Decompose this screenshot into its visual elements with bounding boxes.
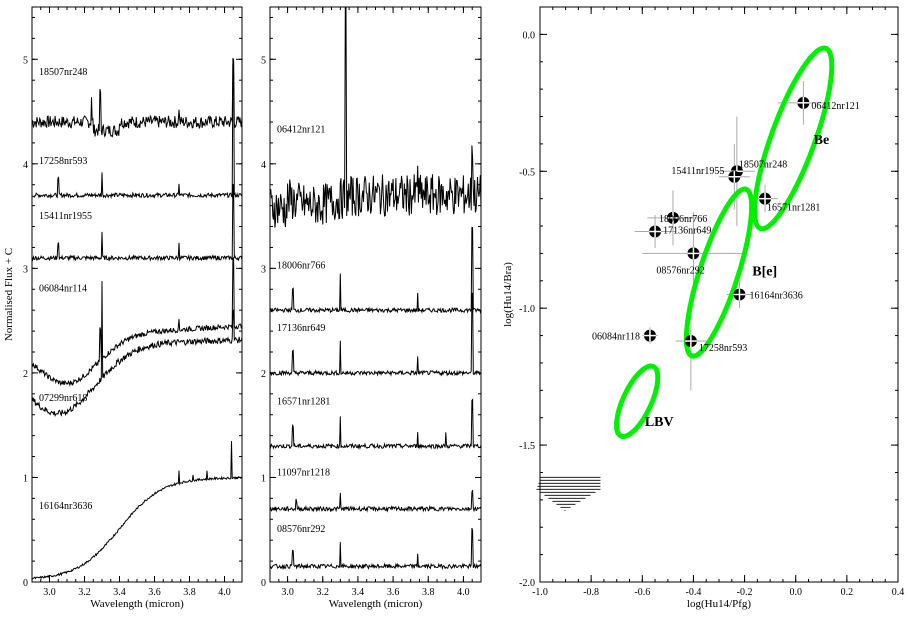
x-tick-label: 3.4 bbox=[113, 587, 126, 598]
series-label-08576nr292: 08576nr292 bbox=[277, 524, 325, 535]
x-tick-label: -0.8 bbox=[583, 587, 599, 598]
x-tick-label: 3.4 bbox=[352, 587, 365, 598]
series-label-06412nr121: 06412nr121 bbox=[277, 124, 325, 135]
x-tick-label: 3.6 bbox=[387, 587, 400, 598]
y-tick-label: 4 bbox=[261, 160, 266, 171]
plot-frame bbox=[269, 6, 482, 583]
x-tick-label: 4.0 bbox=[457, 587, 470, 598]
x-axis-label: log(Hu14/Pfg) bbox=[687, 598, 752, 610]
y-tick-label: 2 bbox=[261, 369, 266, 380]
series-label-18006nr766: 18006nr766 bbox=[277, 260, 325, 271]
x-tick-label: 0.0 bbox=[789, 587, 802, 598]
series-label-15411nr1955: 15411nr1955 bbox=[39, 211, 92, 222]
spectrum-16571nr1281 bbox=[269, 398, 482, 450]
y-tick-label: 4 bbox=[23, 160, 28, 171]
region-label-Be: Be bbox=[814, 133, 830, 148]
x-axis-label: Wavelength (micron) bbox=[90, 598, 184, 610]
y-axis-label: log(Hu14/Bra) bbox=[502, 262, 514, 327]
x-tick-label: 0.4 bbox=[892, 587, 905, 598]
spectrum-17258nr593 bbox=[31, 57, 243, 200]
region-LBV bbox=[614, 363, 661, 440]
y-tick-label: -2.0 bbox=[519, 578, 535, 589]
y-tick-label: -1.5 bbox=[519, 441, 535, 452]
y-tick-label: 2 bbox=[23, 369, 28, 380]
spectrum-17136nr649 bbox=[269, 292, 482, 377]
plot-frame bbox=[539, 6, 899, 583]
series-label-16571nr1281: 16571nr1281 bbox=[277, 396, 330, 407]
series-label-17136nr649: 17136nr649 bbox=[277, 323, 325, 334]
point-label-17258nr593: 17258nr593 bbox=[699, 343, 747, 354]
spectrum-15411nr1955 bbox=[31, 183, 243, 262]
point-label-06084nr118: 06084nr118 bbox=[592, 332, 640, 343]
x-tick-label: -0.2 bbox=[737, 587, 753, 598]
y-tick-label: 0 bbox=[23, 578, 28, 589]
y-tick-label: 3 bbox=[261, 264, 266, 275]
region-label-B[e]: B[e] bbox=[752, 264, 777, 279]
series-label-17258nr593: 17258nr593 bbox=[39, 156, 87, 167]
y-tick-label: 0 bbox=[261, 578, 266, 589]
plot-frame bbox=[31, 6, 243, 583]
x-tick-label: 4.0 bbox=[218, 587, 231, 598]
x-tick-label: -1.0 bbox=[532, 587, 548, 598]
point-label-16164nr3636: 16164nr3636 bbox=[749, 291, 802, 302]
y-tick-label: -0.5 bbox=[519, 167, 535, 178]
x-tick-label: -0.4 bbox=[686, 587, 702, 598]
region-Be bbox=[752, 45, 835, 232]
series-label-16164nr3636: 16164nr3636 bbox=[39, 501, 92, 512]
point-label-08576nr292: 08576nr292 bbox=[656, 265, 704, 276]
point-label-17136nr649: 17136nr649 bbox=[663, 226, 711, 237]
y-tick-label: 3 bbox=[23, 264, 28, 275]
series-label-06084nr114: 06084nr114 bbox=[39, 283, 87, 294]
spectrum-08576nr292 bbox=[269, 527, 482, 571]
panel-right-diagnostic: -1.0 -0.8 -0.6 -0.4 -0.2 0.0 0.2 0.4 -2.0 -1.5 -1.… bbox=[502, 6, 905, 610]
x-tick-label: 3.0 bbox=[281, 587, 294, 598]
spectrum-06412nr121 bbox=[269, 6, 482, 228]
region-label-LBV: LBV bbox=[645, 415, 674, 430]
series-label-07299nr618: 07299nr618 bbox=[39, 393, 87, 404]
point-label-06412nr121: 06412nr121 bbox=[811, 101, 859, 112]
y-tick-label: -1.0 bbox=[519, 304, 535, 315]
x-tick-label: 3.8 bbox=[422, 587, 435, 598]
x-tick-label: 3.2 bbox=[317, 587, 330, 598]
region-B[e] bbox=[683, 186, 755, 359]
y-tick-label: 1 bbox=[23, 473, 28, 484]
series-label-11097nr1218: 11097nr1218 bbox=[277, 467, 330, 478]
panel-middle-spectra: 3.0 3.2 3.4 3.6 3.8 4.0 0 1 2 3 4 5 Wavelength (micr… bbox=[261, 6, 482, 610]
panel-left-spectra: 3.0 3.2 3.4 3.6 3.8 4.0 0 1 2 3 4 5 Wavelength (micr… bbox=[3, 6, 243, 610]
spectrum-18006nr766 bbox=[269, 226, 482, 314]
spectrum-18507nr248 bbox=[31, 61, 243, 138]
y-tick-label: 5 bbox=[261, 55, 266, 66]
point-label-16571nr1281: 16571nr1281 bbox=[767, 203, 820, 214]
x-tick-label: 3.6 bbox=[148, 587, 161, 598]
spectrum-06084nr114 bbox=[31, 257, 243, 387]
x-tick-label: 3.0 bbox=[43, 587, 56, 598]
x-tick-label: 0.2 bbox=[841, 587, 854, 598]
series-label-18507nr248: 18507nr248 bbox=[39, 67, 87, 78]
y-tick-label: 5 bbox=[23, 55, 28, 66]
x-tick-label: 3.8 bbox=[183, 587, 196, 598]
x-tick-label: 3.2 bbox=[78, 587, 91, 598]
spectrum-16164nr3636 bbox=[31, 441, 243, 580]
point-label-18507nr248: 18507nr248 bbox=[739, 159, 787, 170]
y-axis-label: Normalised Flux + C bbox=[3, 248, 15, 341]
x-tick-label: -0.6 bbox=[634, 587, 650, 598]
y-tick-label: 0.0 bbox=[523, 30, 536, 41]
point-label-18006nr766: 18006nr766 bbox=[659, 214, 707, 225]
point-label-15411nr1955: 15411nr1955 bbox=[671, 166, 724, 177]
x-axis-label: Wavelength (micron) bbox=[329, 598, 423, 610]
spectrum-07299nr618 bbox=[31, 281, 243, 418]
y-tick-label: 1 bbox=[261, 473, 266, 484]
spectrum-11097nr1218 bbox=[269, 490, 482, 513]
